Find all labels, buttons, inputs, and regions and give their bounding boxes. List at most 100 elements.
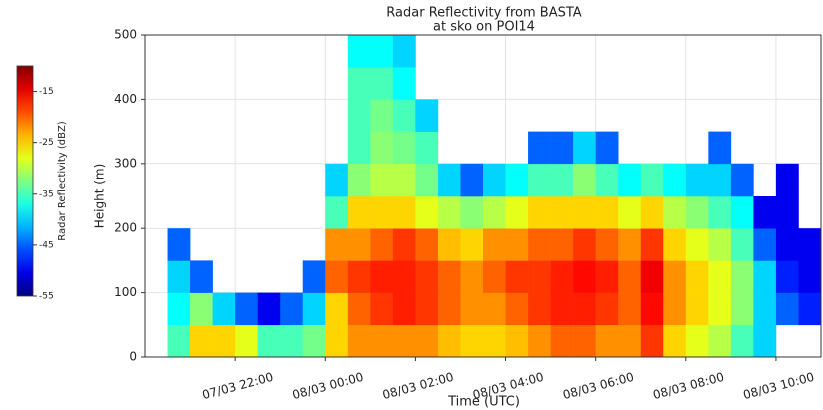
heatmap-cell: [708, 196, 732, 229]
heatmap-cell: [618, 196, 642, 229]
y-tick-label: 100: [114, 285, 137, 299]
heatmap-cell: [505, 228, 529, 261]
heatmap-cell: [573, 324, 596, 358]
heatmap-cell: [392, 67, 416, 100]
heatmap-cell: [573, 163, 596, 197]
heatmap-cell: [708, 228, 732, 261]
heatmap-cell: [370, 163, 394, 197]
heatmap-cell: [685, 196, 709, 229]
colorbar-tick-label: -15: [39, 87, 54, 97]
heatmap-cell: [460, 292, 484, 326]
heatmap-cell: [483, 196, 506, 229]
heatmap-cell: [325, 292, 349, 326]
heatmap-cell: [753, 324, 777, 358]
heatmap-cell: [392, 196, 416, 229]
y-tick-label: 300: [114, 156, 137, 170]
heatmap-cell: [528, 163, 551, 197]
colorbar-tick-label: -25: [39, 138, 54, 148]
heatmap-cell: [708, 260, 732, 293]
heatmap-cell: [392, 131, 416, 165]
heatmap-cell: [618, 163, 642, 197]
heatmap-cell: [663, 260, 687, 293]
heatmap-cell: [663, 163, 687, 197]
heatmap-cell: [347, 260, 371, 293]
heatmap-cell: [415, 131, 439, 165]
heatmap-cell: [730, 260, 754, 293]
heatmap-cell: [595, 228, 619, 261]
heatmap-cell: [347, 196, 371, 229]
heatmap-cell: [460, 228, 484, 261]
heatmap-cell: [347, 67, 371, 100]
heatmap-cell: [550, 292, 574, 326]
heatmap-cell: [708, 324, 732, 358]
heatmap-cell: [618, 228, 642, 261]
heatmap-cell: [708, 131, 732, 165]
heatmap-cell: [370, 67, 394, 100]
heatmap-cell: [753, 292, 777, 326]
heatmap-cell: [212, 292, 236, 326]
heatmap-cell: [595, 196, 619, 229]
heatmap-cell: [302, 292, 326, 326]
heatmap-cell: [528, 292, 551, 326]
heatmap-cell: [663, 196, 687, 229]
heatmap-cell: [370, 35, 394, 68]
heatmap-cell: [573, 292, 596, 326]
x-tick-label: 08/03 08:00: [651, 370, 725, 402]
heatmap-cell: [190, 292, 213, 326]
heatmap-cell: [392, 260, 416, 293]
heatmap-cell: [190, 260, 213, 293]
heatmap-cell: [730, 292, 754, 326]
heatmap-cell: [573, 131, 596, 165]
heatmap-cell: [460, 163, 484, 197]
heatmap-cell: [370, 292, 394, 326]
x-tick-label: 08/03 02:00: [381, 370, 455, 402]
heatmap-cell: [302, 260, 326, 293]
heatmap-cell: [167, 292, 191, 326]
x-tick-label: 08/03 06:00: [561, 370, 635, 402]
heatmap-cell: [415, 260, 439, 293]
heatmap-cell: [347, 292, 371, 326]
heatmap-cell: [775, 228, 799, 261]
heatmap-cell: [618, 292, 642, 326]
heatmap-cell: [392, 163, 416, 197]
heatmap-cell: [730, 324, 754, 358]
heatmap-cell: [392, 35, 416, 68]
heatmap-cell: [685, 228, 709, 261]
heatmap-cell: [392, 99, 416, 132]
heatmap-cell: [663, 292, 687, 326]
heatmap-cell: [460, 324, 484, 358]
heatmap-cell: [618, 260, 642, 293]
heatmap-cell: [573, 260, 596, 293]
x-tick-label: 08/03 10:00: [741, 370, 815, 402]
colorbar-tick-label: -35: [39, 189, 54, 199]
heatmap-cell: [550, 228, 574, 261]
heatmap-cell: [640, 292, 664, 326]
heatmap-cell: [347, 99, 371, 132]
y-tick-label: 500: [114, 28, 137, 42]
heatmap-cell: [460, 196, 484, 229]
heatmap-cell: [595, 260, 619, 293]
plot-frame: [144, 34, 822, 358]
heatmap-cell: [730, 196, 754, 229]
heatmap-cell: [550, 163, 574, 197]
heatmap-cell: [415, 99, 439, 132]
heatmap-cell: [235, 292, 258, 326]
heatmap-cell: [798, 292, 822, 326]
heatmap-cell: [370, 324, 394, 358]
heatmap-cell: [528, 196, 551, 229]
heatmap-cell: [663, 324, 687, 358]
colorbar: [16, 65, 34, 297]
heatmap-cell: [640, 228, 664, 261]
heatmap-cell: [370, 131, 394, 165]
heatmap-cell: [347, 35, 371, 68]
heatmap-cell: [528, 324, 551, 358]
y-axis-label: Height (m): [93, 164, 107, 229]
heatmap-cell: [415, 324, 439, 358]
heatmap-cell: [302, 324, 326, 358]
heatmap-cell: [347, 228, 371, 261]
heatmap-cell: [595, 292, 619, 326]
heatmap-cell: [505, 260, 529, 293]
heatmap-cell: [753, 260, 777, 293]
heatmap-cell: [460, 260, 484, 293]
